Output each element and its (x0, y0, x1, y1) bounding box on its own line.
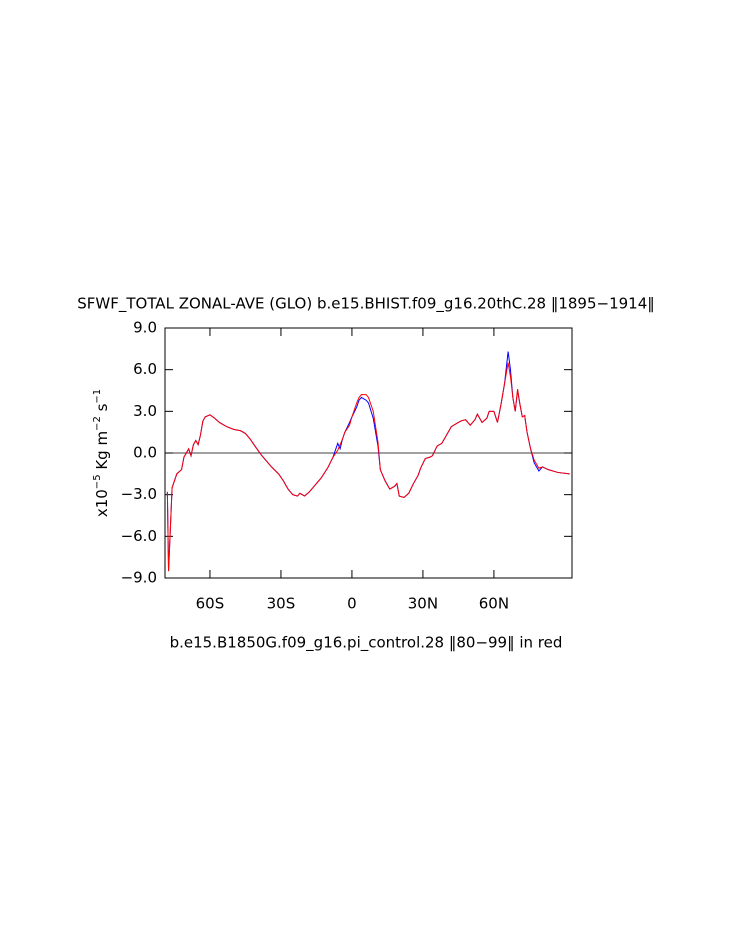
x-axis-label: b.e15.B1850G.f09_g16.pi_control.28 ‖80−9… (170, 634, 563, 653)
y-axis-label-part: −1 (92, 389, 103, 404)
data-line (166, 362, 570, 572)
data-line (166, 351, 570, 572)
y-tick-label: −6.0 (121, 527, 157, 545)
y-axis-label: x10−5 Kg m−2 s−1 (92, 389, 111, 517)
y-tick-label: 3.0 (133, 402, 157, 420)
chart-title: SFWF_TOTAL ZONAL-AVE (GLO) b.e15.BHIST.f… (77, 295, 655, 314)
x-tick-label: 30N (408, 595, 438, 613)
y-axis-label-part: −5 (92, 474, 103, 489)
y-tick-label: 6.0 (133, 360, 157, 378)
x-tick-label: 60N (479, 595, 509, 613)
x-tick-label: 30S (267, 595, 296, 613)
y-axis-label-part: −2 (92, 416, 103, 431)
y-tick-label: −9.0 (121, 569, 157, 587)
y-tick-label: 0.0 (133, 444, 157, 462)
x-tick-label: 0 (347, 595, 357, 613)
y-tick-label: 9.0 (133, 319, 157, 337)
y-axis-label-part: x10 (93, 489, 111, 517)
y-axis-label-part: Kg m (93, 431, 111, 475)
y-axis-label-part: s (93, 403, 111, 416)
y-tick-label: −3.0 (121, 485, 157, 503)
x-tick-label: 60S (196, 595, 225, 613)
